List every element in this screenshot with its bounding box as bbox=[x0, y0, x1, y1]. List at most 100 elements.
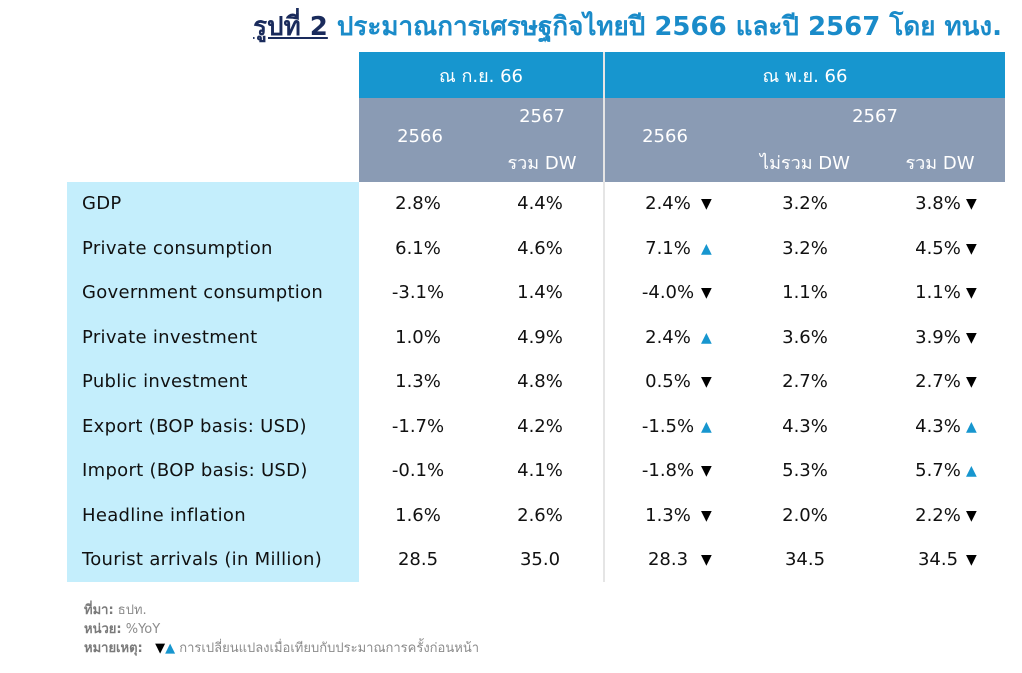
cell-v1: 6.1% bbox=[395, 237, 441, 259]
up-arrow-icon: ▲ bbox=[966, 418, 977, 435]
header-group-nov66-label: ณ พ.ย. 66 bbox=[762, 65, 848, 87]
cell-v2: 4.9% bbox=[517, 326, 563, 348]
down-arrow-icon: ▼ bbox=[701, 285, 712, 301]
down-arrow-icon: ▼ bbox=[701, 196, 712, 212]
table-row: Import (BOP basis: USD) -0.1% 4.1% -1.8% 5.3… bbox=[0, 449, 1022, 493]
cell-v5: 5.7% bbox=[915, 460, 961, 481]
down-arrow-icon: ▼ bbox=[966, 374, 977, 390]
cell-v4: 3.2% bbox=[782, 237, 828, 259]
cell-v4: 2.7% bbox=[782, 371, 828, 392]
cell-v1: -0.1% bbox=[391, 460, 445, 481]
down-arrow-icon: ▼ bbox=[966, 507, 977, 524]
remark-label: หมายเหตุ: bbox=[84, 641, 143, 656]
row-label: Government consumption bbox=[82, 282, 324, 303]
col-2566-nov: 2566 bbox=[642, 126, 688, 147]
table-row: Private consumption 6.1% 4.6% 7.1% 3.2% 4.5% ▲… bbox=[0, 227, 1022, 271]
col-2567-nov-exdw: ไม่รวม DW bbox=[760, 153, 850, 174]
cell-v2: 1.4% bbox=[517, 282, 563, 303]
cell-v1: 1.3% bbox=[395, 371, 441, 392]
row-label: GDP bbox=[82, 193, 122, 214]
down-arrow-icon: ▼ bbox=[701, 463, 712, 479]
up-arrow-icon: ▲ bbox=[165, 641, 176, 656]
remark-note: หมายเหตุ: ▼▲ การเปลี่ยนแปลงเมื่อเทียบกับ… bbox=[84, 639, 479, 658]
cell-v4: 34.5 bbox=[784, 549, 826, 570]
down-arrow-icon: ▼ bbox=[966, 329, 977, 346]
cell-v4: 4.3% bbox=[782, 415, 828, 437]
source-label: ที่มา: bbox=[84, 603, 114, 618]
down-arrow-icon: ▼ bbox=[155, 641, 166, 656]
cell-v3: 0.5% bbox=[645, 371, 691, 392]
remark-text: การเปลี่ยนแปลงเมื่อเทียบกับประมาณการครั้… bbox=[179, 641, 480, 656]
row-label: Headline inflation bbox=[82, 504, 246, 526]
cell-v2: 35.0 bbox=[519, 549, 561, 570]
row-label: Export (BOP basis: USD) bbox=[82, 415, 307, 437]
footnotes: ที่มา: ธปท. หน่วย: %YoY หมายเหตุ: ▼▲ การ… bbox=[84, 601, 479, 658]
header-group-sep66: ณ ก.ย. 66 bbox=[359, 52, 603, 98]
cell-v5: 4.3% bbox=[915, 415, 961, 437]
figure-label: รูปที่ 2 bbox=[253, 12, 328, 42]
cell-v1: 2.8% bbox=[395, 193, 441, 214]
cell-v1: 1.6% bbox=[395, 504, 441, 526]
cell-v3: -4.0% bbox=[641, 282, 695, 303]
cell-v1: 28.5 bbox=[397, 549, 439, 570]
cell-v2: 2.6% bbox=[517, 504, 563, 526]
figure-title: ประมาณการเศรษฐกิจไทยปี 2566 และปี 2567 โ… bbox=[336, 12, 1002, 42]
cell-v5: 3.9% bbox=[915, 326, 961, 348]
up-arrow-icon: ▲ bbox=[701, 418, 712, 435]
up-arrow-icon: ▲ bbox=[966, 463, 977, 479]
table-row: Export (BOP basis: USD) -1.7% 4.2% -1.5% 4.3… bbox=[0, 405, 1022, 449]
cell-v5: 4.5% bbox=[915, 237, 961, 259]
row-label-column bbox=[67, 182, 359, 582]
cell-v1: -3.1% bbox=[391, 282, 445, 303]
table-row: Tourist arrivals (in Million) 28.5 35.0 28.… bbox=[0, 538, 1022, 582]
cell-v2: 4.1% bbox=[517, 460, 563, 481]
header-group-nov66: ณ พ.ย. 66 bbox=[605, 52, 1005, 98]
cell-v3: 28.3 bbox=[647, 549, 689, 570]
down-arrow-icon: ▼ bbox=[966, 196, 977, 212]
cell-v5: 1.1% bbox=[915, 282, 961, 303]
cell-v4: 3.6% bbox=[782, 326, 828, 348]
cell-v5: 34.5 bbox=[917, 549, 959, 570]
up-arrow-icon: ▲ bbox=[701, 240, 712, 257]
down-arrow-icon: ▼ bbox=[701, 552, 712, 568]
table-row: Public investment 1.3% 4.8% 0.5% 2.7% 2.7% ▼ ▼ bbox=[0, 360, 1022, 404]
cell-v1: 1.0% bbox=[395, 326, 441, 348]
down-arrow-icon: ▼ bbox=[701, 507, 712, 524]
source-value: ธปท. bbox=[117, 603, 147, 618]
unit-value: %YoY bbox=[125, 622, 161, 637]
down-arrow-icon: ▼ bbox=[701, 374, 712, 390]
row-label: Tourist arrivals (in Million) bbox=[82, 549, 323, 570]
cell-v2: 4.4% bbox=[517, 193, 563, 214]
source-note: ที่มา: ธปท. bbox=[84, 601, 479, 620]
col-2567-sep-dw: รวม DW bbox=[507, 153, 577, 174]
cell-v2: 4.2% bbox=[517, 415, 563, 437]
cell-v5: 3.8% bbox=[915, 193, 961, 214]
row-label: Private consumption bbox=[82, 237, 273, 259]
page-title: รูปที่ 2 ประมาณการเศรษฐกิจไทยปี 2566 และ… bbox=[253, 6, 1002, 47]
subheader-nov66: 2566 2567 ไม่รวม DW รวม DW bbox=[605, 98, 1005, 182]
down-arrow-icon: ▼ bbox=[966, 285, 977, 301]
unit-label: หน่วย: bbox=[84, 622, 122, 637]
cell-v4: 1.1% bbox=[782, 282, 828, 303]
table-row: Headline inflation 1.6% 2.6% 1.3% 2.0% 2.2% ▼ ▼ bbox=[0, 494, 1022, 538]
subheader-sep66: 2566 2567 รวม DW bbox=[359, 98, 603, 182]
unit-note: หน่วย: %YoY bbox=[84, 620, 479, 639]
table-row: Government consumption -3.1% 1.4% -4.0% 1.1%… bbox=[0, 271, 1022, 315]
cell-v3: 2.4% bbox=[645, 326, 691, 348]
header-group-sep66-label: ณ ก.ย. 66 bbox=[439, 65, 523, 87]
cell-v2: 4.6% bbox=[517, 237, 563, 259]
cell-v2: 4.8% bbox=[517, 371, 563, 392]
table-row: GDP 2.8% 4.4% 2.4% 3.2% 3.8% ▼ ▼ bbox=[0, 182, 1022, 226]
up-arrow-icon: ▲ bbox=[701, 329, 712, 346]
cell-v1: -1.7% bbox=[391, 415, 445, 437]
column-divider bbox=[603, 52, 605, 582]
row-label: Public investment bbox=[82, 371, 248, 392]
cell-v4: 2.0% bbox=[782, 504, 828, 526]
cell-v5: 2.7% bbox=[915, 371, 961, 392]
down-arrow-icon: ▼ bbox=[966, 552, 977, 568]
cell-v4: 5.3% bbox=[782, 460, 828, 481]
cell-v4: 3.2% bbox=[782, 193, 828, 214]
col-2567-sep: 2567 bbox=[519, 106, 565, 127]
cell-v3: 1.3% bbox=[645, 504, 691, 526]
cell-v3: -1.5% bbox=[641, 415, 695, 437]
